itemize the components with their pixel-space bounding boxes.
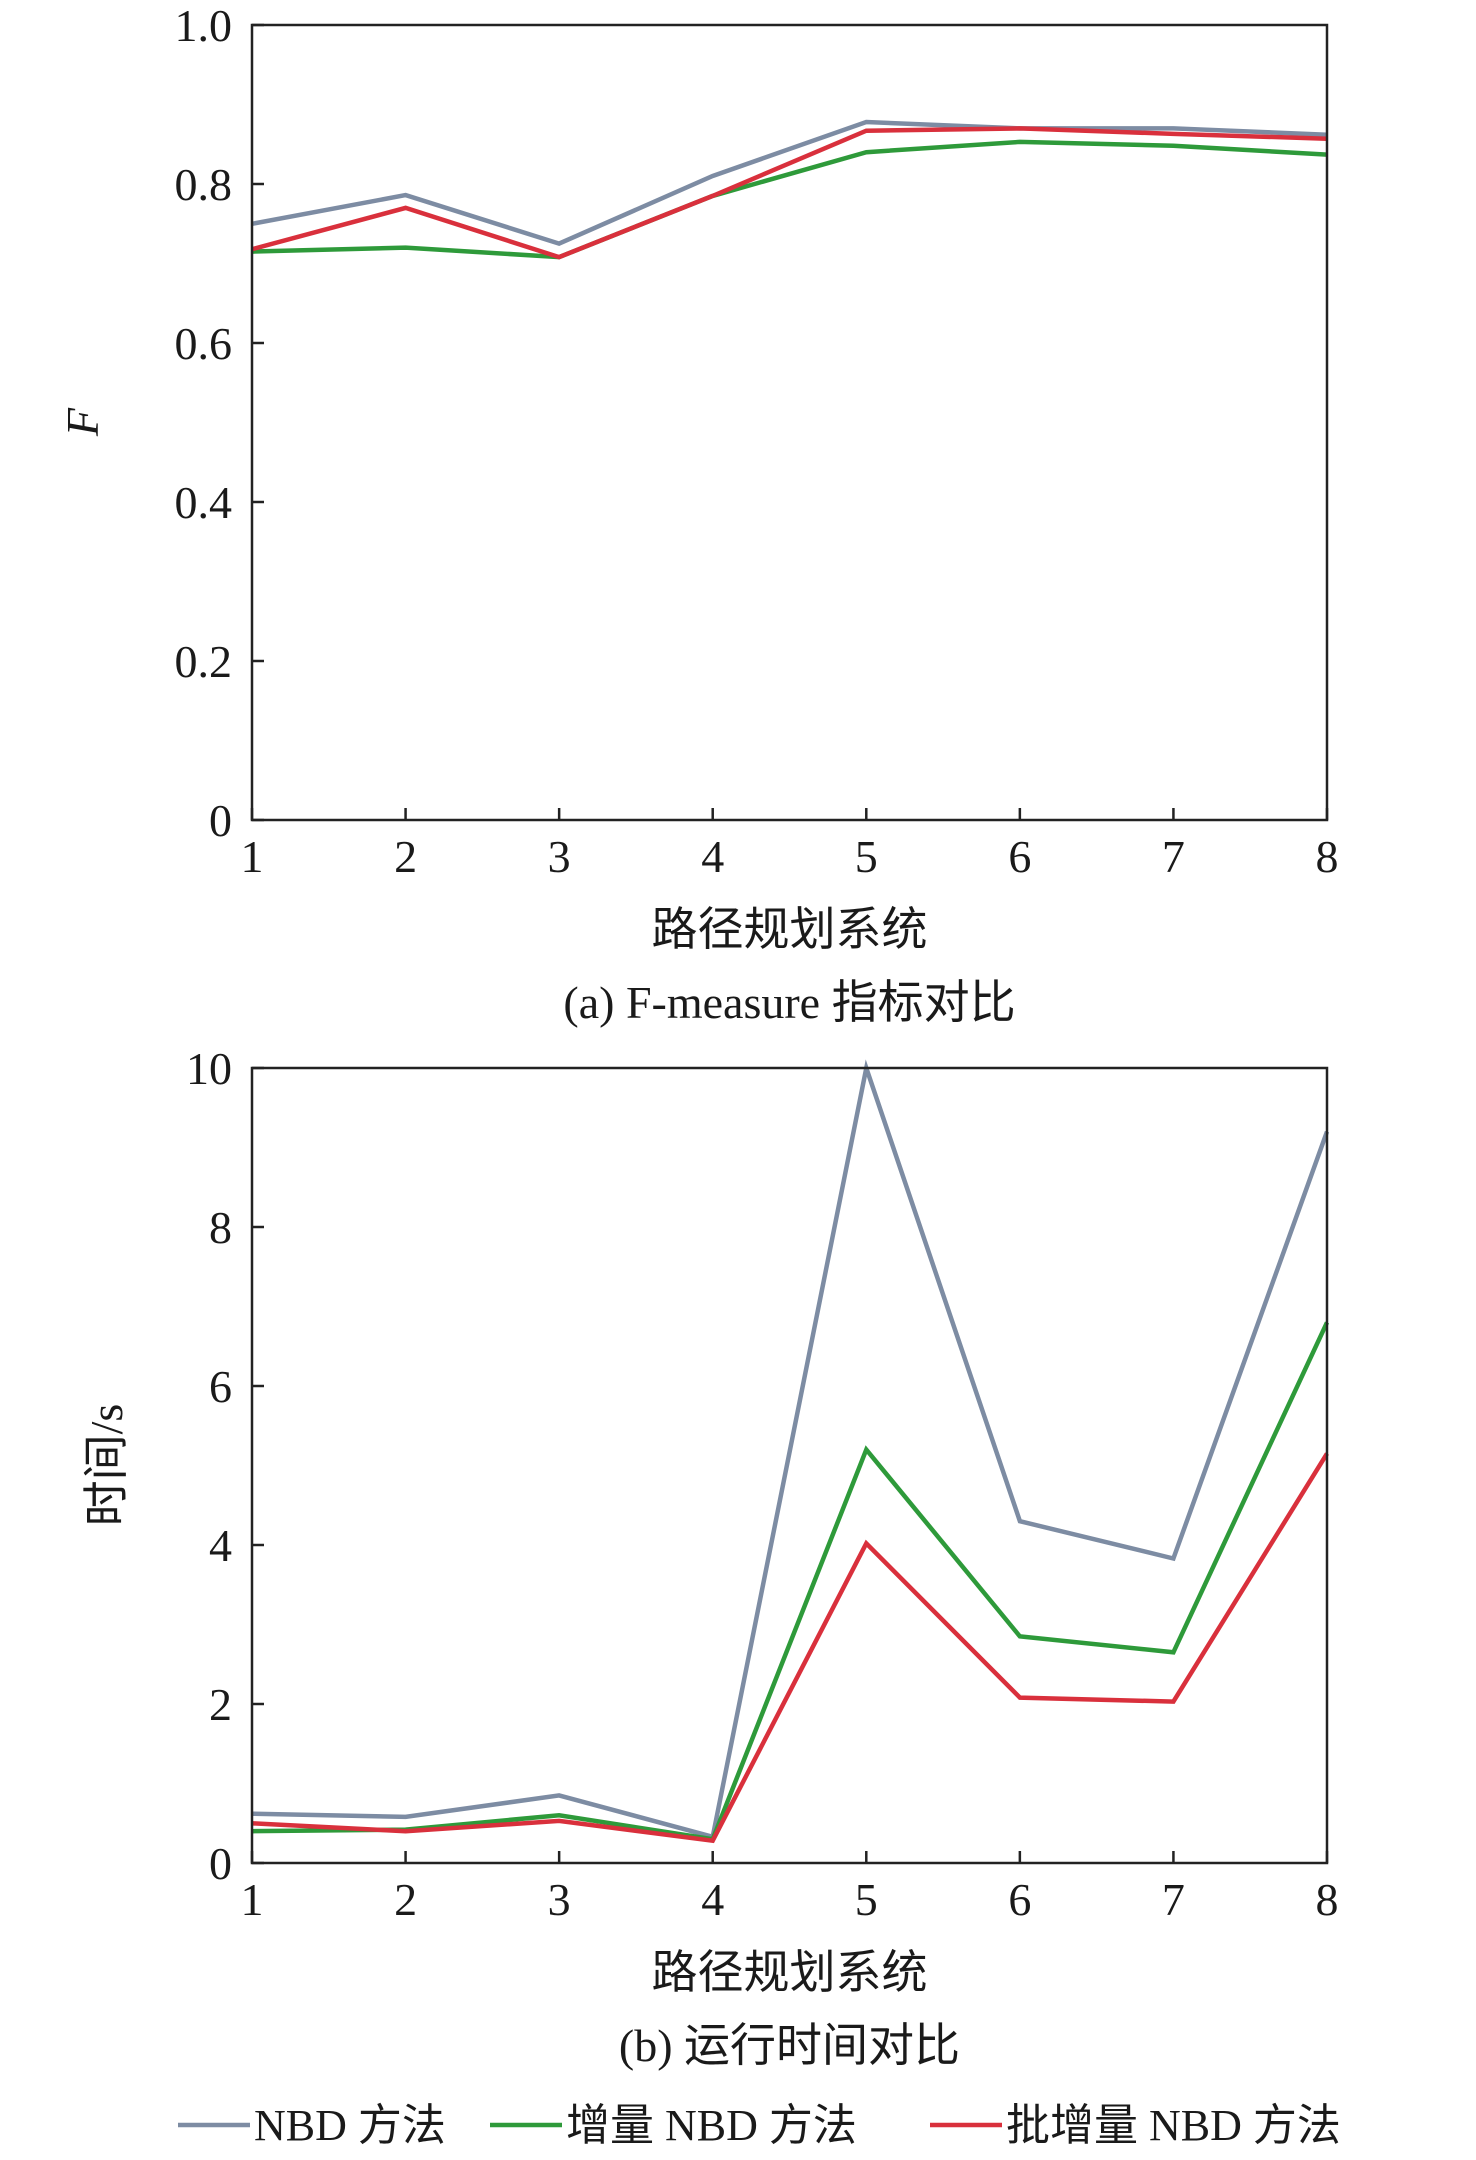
panel-a-line-batch-incremental bbox=[251, 126, 1328, 260]
panel-a-ytick-label: 0.4 bbox=[175, 477, 233, 528]
panel-a-xtick-label: 7 bbox=[1162, 831, 1185, 882]
panel-a-ytick-label: 1.0 bbox=[175, 0, 233, 51]
panel-a-xtick-label: 5 bbox=[855, 831, 878, 882]
panel-a-xlabel: 路径规划系统 bbox=[652, 904, 928, 955]
panel-b-ytick-label: 2 bbox=[209, 1679, 232, 1730]
panel-a-xtick-label: 4 bbox=[701, 831, 724, 882]
panel-a-ytick-label: 0 bbox=[209, 795, 232, 846]
panel-b-xtick-label: 1 bbox=[241, 1874, 264, 1925]
panel-b-line-nbd bbox=[251, 1059, 1330, 1840]
panel-b-line-incremental bbox=[251, 1321, 1330, 1842]
panel-a-ytick-label: 0.2 bbox=[175, 636, 233, 687]
panel-b: 1 2 3 4 5 6 7 8 0 2 4 6 8 10 路径规划系统 时间/s (b) 运行时间对比 bbox=[81, 1043, 1339, 2071]
panel-a-xtick-label: 3 bbox=[548, 831, 571, 882]
panel-b-ytick-label: 0 bbox=[209, 1838, 232, 1889]
panel-a: 1 2 3 4 5 6 7 8 0 0.2 0.4 0.6 0.8 1.0 路径规划系统 F (a) F-… bbox=[57, 0, 1339, 1028]
panel-a-ylabel: F bbox=[57, 407, 108, 437]
panel-b-xtick-label: 5 bbox=[855, 1874, 878, 1925]
panel-a-ytick-label: 0.6 bbox=[175, 318, 233, 369]
panel-a-xtick-label: 8 bbox=[1316, 831, 1339, 882]
panel-b-ytick-label: 4 bbox=[209, 1520, 232, 1571]
legend: NBD 方法 增量 NBD 方法 批增量 NBD 方法 bbox=[178, 2101, 1341, 2150]
panel-b-xtick-label: 4 bbox=[701, 1874, 724, 1925]
legend-label-nbd: NBD 方法 bbox=[254, 2101, 446, 2150]
panel-a-xtick-label: 1 bbox=[241, 831, 264, 882]
panel-b-xtick-label: 7 bbox=[1162, 1874, 1185, 1925]
panel-b-line-batch-incremental bbox=[251, 1452, 1329, 1844]
panel-b-ytick-label: 8 bbox=[209, 1202, 232, 1253]
panel-a-caption: (a) F-measure 指标对比 bbox=[563, 977, 1015, 1028]
panel-a-frame bbox=[250, 23, 1329, 822]
panel-a-marks bbox=[251, 119, 1328, 260]
panel-b-xlabel: 路径规划系统 bbox=[652, 1947, 928, 1998]
panel-a-ytick-label: 0.8 bbox=[175, 159, 233, 210]
panel-b-ylabel: 时间/s bbox=[81, 1404, 132, 1527]
panel-b-marks bbox=[251, 1059, 1330, 1844]
legend-label-batch-incremental: 批增量 NBD 方法 bbox=[1006, 2101, 1341, 2150]
panel-a-line-nbd bbox=[251, 119, 1328, 247]
panel-b-xtick-label: 3 bbox=[548, 1874, 571, 1925]
panel-b-xtick-label: 6 bbox=[1008, 1874, 1031, 1925]
legend-label-incremental: 增量 NBD 方法 bbox=[566, 2101, 857, 2150]
panel-b-ytick-label: 10 bbox=[186, 1043, 232, 1094]
panel-a-xtick-label: 6 bbox=[1008, 831, 1031, 882]
panel-a-line-incremental bbox=[251, 139, 1328, 260]
panel-a-ticks: 1 2 3 4 5 6 7 8 0 0.2 0.4 0.6 0.8 1.0 bbox=[175, 0, 1339, 882]
panel-a-xtick-label: 2 bbox=[394, 831, 417, 882]
panel-b-ticks: 1 2 3 4 5 6 7 8 0 2 4 6 8 10 bbox=[186, 1043, 1339, 1925]
panel-b-caption: (b) 运行时间对比 bbox=[619, 2020, 960, 2071]
panel-b-xtick-label: 2 bbox=[394, 1874, 417, 1925]
panel-b-frame bbox=[250, 1066, 1329, 1865]
panel-b-ytick-label: 6 bbox=[209, 1361, 232, 1412]
panel-b-xtick-label: 8 bbox=[1316, 1874, 1339, 1925]
